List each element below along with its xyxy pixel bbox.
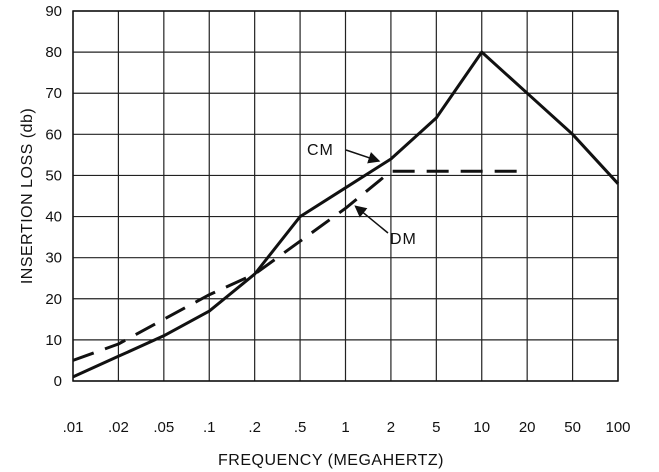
y-tick-label-0: 0 — [54, 373, 62, 390]
plot-frame — [72, 10, 619, 382]
cm-annotation-label: CM — [307, 142, 334, 159]
grid — [72, 10, 619, 382]
x-tick-label-3: .1 — [203, 419, 216, 436]
x-tick-label-5: .5 — [294, 419, 307, 436]
x-tick-label-7: 2 — [387, 419, 395, 436]
y-tick-label-3: 30 — [45, 250, 62, 267]
dm-annotation-label: DM — [390, 231, 417, 248]
x-tick-label-12: 100 — [605, 419, 630, 436]
x-tick-label-0: .01 — [63, 419, 84, 436]
x-tick-label-10: 20 — [519, 419, 536, 436]
dm-annotation-arrow — [354, 205, 389, 234]
tick-labels: .01 .02 .05 .1 .2 .5 1 2 5 10 20 50 100 0 10 20 30 40 50 60… — [45, 3, 630, 436]
x-tick-label-6: 1 — [341, 419, 349, 436]
y-tick-label-5: 50 — [45, 167, 62, 184]
y-tick-label-6: 60 — [45, 126, 62, 143]
x-tick-label-8: 5 — [432, 419, 440, 436]
x-tick-label-9: 10 — [473, 419, 490, 436]
y-tick-label-4: 40 — [45, 209, 62, 226]
x-tick-label-4: .2 — [248, 419, 261, 436]
dm-series-line — [72, 169, 528, 362]
y-tick-label-2: 20 — [45, 291, 62, 308]
x-tick-label-2: .05 — [153, 419, 174, 436]
x-tick-label-1: .02 — [108, 419, 129, 436]
series-group — [72, 50, 620, 379]
cm-series-line — [72, 50, 620, 379]
y-tick-label-1: 10 — [45, 332, 62, 349]
x-axis-title: FREQUENCY (MEGAHERTZ) — [218, 452, 444, 469]
cm-annotation-arrow — [345, 149, 381, 164]
y-axis-title: INSERTION LOSS (db) — [19, 108, 36, 284]
y-tick-label-9: 90 — [45, 3, 62, 20]
x-tick-label-11: 50 — [564, 419, 581, 436]
y-tick-label-7: 70 — [45, 85, 62, 102]
annotations: CM DM — [307, 142, 417, 248]
y-tick-label-8: 80 — [45, 44, 62, 61]
